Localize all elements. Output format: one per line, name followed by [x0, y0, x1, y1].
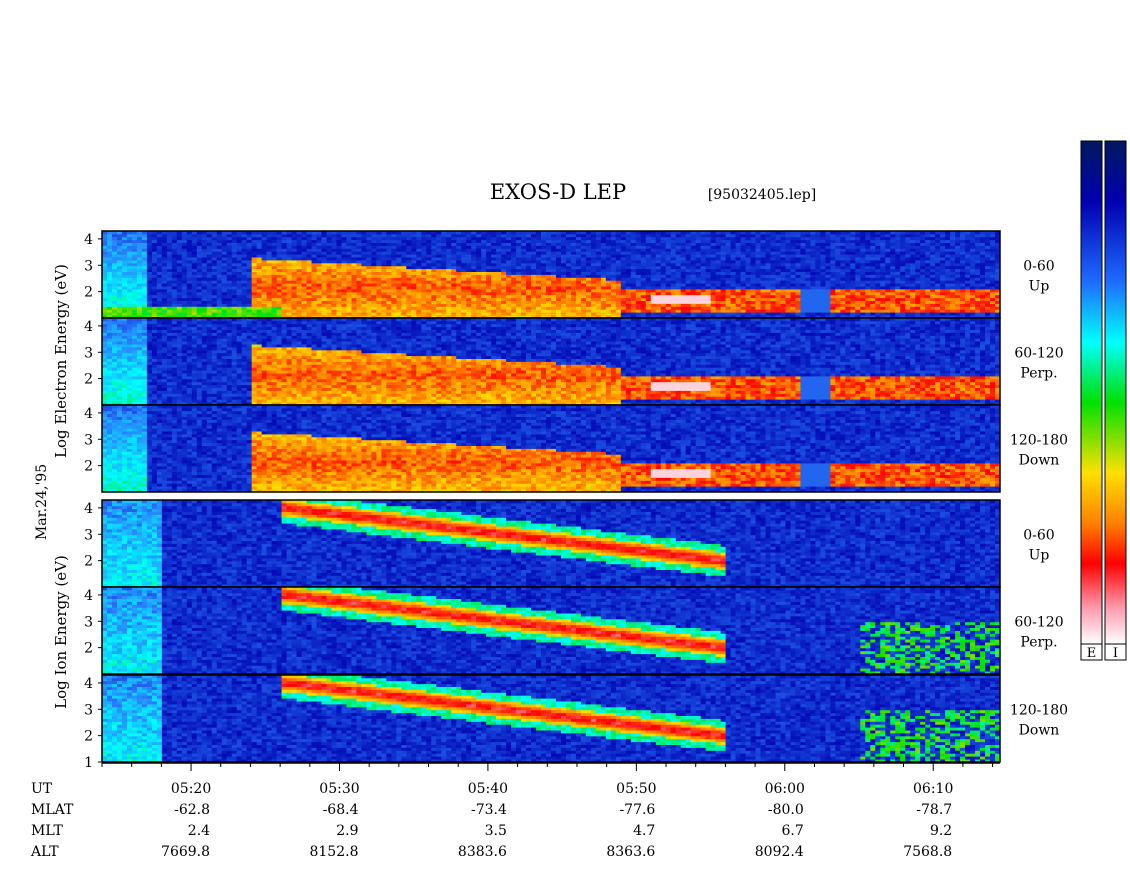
- y-axis-labels: Log Electron Energy (eV) Log Ion Energy (…: [52, 264, 70, 709]
- ephemeris-row-label: MLAT: [31, 802, 74, 818]
- ephemeris-value: -68.4: [323, 802, 359, 818]
- ephemeris-value: 2.4: [188, 823, 210, 839]
- y-tick-label: 4: [84, 319, 93, 335]
- panel-angle-range: 60-120: [1014, 615, 1063, 631]
- y-tick-label: 2: [84, 459, 93, 475]
- ephemeris-value: 8152.8: [309, 844, 358, 860]
- spectrogram-panel-electron-0-60: 4 3 2: [84, 230, 1001, 319]
- y-tick-label: 4: [84, 406, 93, 422]
- spectrogram-panel-ion-60-120: 4 3 2: [84, 586, 1001, 675]
- y-tick-label: 2: [84, 554, 93, 570]
- spectrogram-panel-electron-60-120: 4 3 2: [84, 317, 1001, 406]
- ephemeris-value: 3.5: [485, 823, 507, 839]
- y-tick-label: 3: [84, 527, 93, 543]
- spectrogram-panel-electron-120-180: 4 3 2: [84, 404, 1001, 493]
- y-tick-label: 1: [84, 755, 93, 771]
- panel-angle-range: 60-120: [1014, 346, 1063, 362]
- x-tick-label: 05:20: [171, 781, 211, 797]
- y-tick-label: 3: [84, 345, 93, 361]
- colorbar-ion: [1104, 140, 1127, 645]
- y-tick-label: 3: [84, 258, 93, 274]
- spectrogram-panel-ion-120-180: 4 3 2 1: [84, 674, 1001, 771]
- ephemeris-value: -78.7: [916, 802, 952, 818]
- ephemeris-value: 8363.6: [606, 844, 655, 860]
- x-tick-label: 05:50: [616, 781, 656, 797]
- colorbar-electron-label: E: [1087, 646, 1097, 661]
- ephemeris-value: 7669.8: [161, 844, 210, 860]
- spectrogram-panels: 4 3 2 4 3 2 4 3 2 4 3 2 4 3 2 4 3 2 1: [84, 230, 1001, 771]
- ephemeris-row-label: UT: [31, 781, 53, 797]
- x-tick-label: 05:40: [468, 781, 508, 797]
- ephemeris-table: UT MLAT -62.8 -68.4 -73.4 -77.6 -80.0 -78.7 MLT 2…: [30, 781, 952, 860]
- panel-direction: Up: [1029, 548, 1050, 564]
- spectrogram-panel-ion-0-60: 4 3 2: [84, 499, 1001, 588]
- file-name-label: [95032405.lep]: [708, 187, 816, 203]
- ephemeris-value: 6.7: [782, 823, 804, 839]
- ephemeris-value: -77.6: [619, 802, 655, 818]
- y-tick-label: 4: [84, 501, 93, 517]
- panel-direction: Down: [1019, 723, 1060, 739]
- y-tick-label: 3: [84, 614, 93, 630]
- x-tick-label: 06:00: [765, 781, 805, 797]
- panel-angle-range: 120-180: [1010, 433, 1068, 449]
- y-tick-label: 4: [84, 676, 93, 692]
- panel-angle-labels: 0-60 Up 60-120 Perp. 120-180 Down 0-60 Up 60-120…: [1010, 259, 1068, 739]
- y-tick-label: 3: [84, 702, 93, 718]
- y-tick-label: 3: [84, 432, 93, 448]
- y-tick-label: 4: [84, 232, 93, 248]
- panel-angle-range: 0-60: [1023, 259, 1054, 275]
- ephemeris-value: 7568.8: [903, 844, 952, 860]
- panel-direction: Perp.: [1020, 635, 1057, 651]
- panel-angle-range: 0-60: [1023, 528, 1054, 544]
- ephemeris-value: 9.2: [930, 823, 952, 839]
- y-tick-label: 2: [84, 372, 93, 388]
- ephemeris-value: -62.8: [174, 802, 210, 818]
- y-tick-label: 2: [84, 285, 93, 301]
- ephemeris-row-label: MLT: [31, 823, 63, 839]
- ephemeris-value: 8092.4: [755, 844, 804, 860]
- ephemeris-value: 2.9: [336, 823, 358, 839]
- colorbars: E I: [1080, 140, 1127, 661]
- ephemeris-value: 8383.6: [458, 844, 507, 860]
- colorbar-ion-label: I: [1113, 646, 1118, 661]
- colorbar-electron: [1080, 140, 1103, 645]
- y-axis-label-electron: Log Electron Energy (eV): [52, 264, 70, 458]
- panel-angle-range: 120-180: [1010, 703, 1068, 719]
- ephemeris-value: -80.0: [768, 802, 804, 818]
- panel-direction: Perp.: [1020, 366, 1057, 382]
- chart-title: EXOS-D LEP: [490, 180, 626, 204]
- y-axis-label-ion: Log Ion Energy (eV): [52, 555, 70, 709]
- y-tick-label: 2: [84, 641, 93, 657]
- ephemeris-row-label: ALT: [30, 844, 59, 860]
- x-tick-label: 05:30: [319, 781, 359, 797]
- ephemeris-value: -73.4: [471, 802, 507, 818]
- time-axis: 05:20 05:30 05:40 05:50 06:00 06:10: [101, 762, 1000, 797]
- ephemeris-value: 4.7: [633, 823, 655, 839]
- panel-direction: Down: [1019, 453, 1060, 469]
- date-label: Mar.24,'95: [34, 464, 50, 540]
- x-tick-label: 06:10: [913, 781, 953, 797]
- y-tick-label: 4: [84, 588, 93, 604]
- y-tick-label: 2: [84, 729, 93, 745]
- panel-direction: Up: [1029, 279, 1050, 295]
